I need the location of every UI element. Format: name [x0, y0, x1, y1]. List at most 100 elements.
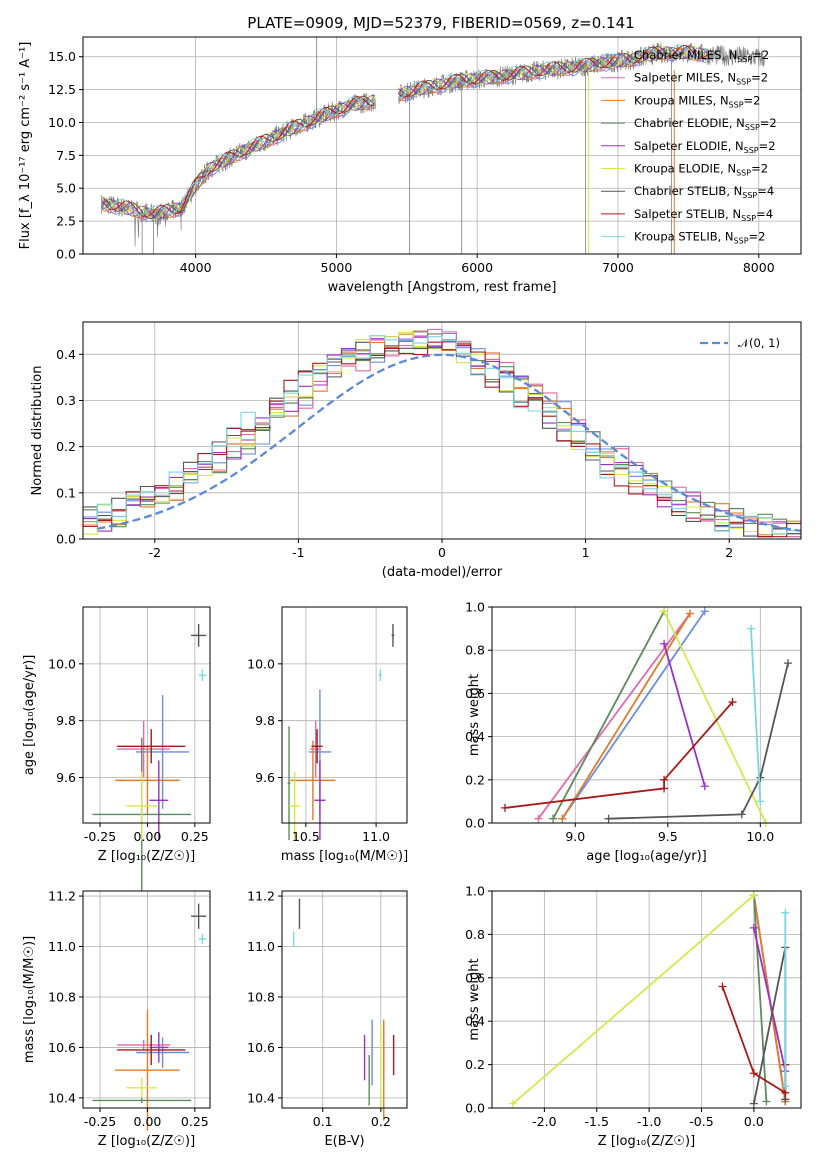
y-axis-label: mass [log₁₀(M/M☉)] — [22, 936, 37, 1063]
y-tick-label: 1.0 — [465, 600, 485, 615]
weight-series — [660, 607, 770, 827]
grid — [492, 890, 801, 1109]
grid — [83, 891, 210, 1108]
data-point — [136, 695, 190, 809]
weight-series — [558, 609, 694, 823]
weight-line — [504, 701, 734, 809]
axes-frame — [491, 606, 802, 824]
legend-entry: Chabrier MILES, NSSP=2 — [634, 48, 769, 64]
panel-4: 10.5 11.0 9.6 9.8 10.0 mass [log₁₀(M/M☉)] — [247, 606, 408, 864]
data-point — [311, 729, 323, 764]
x-axis-label: Z [log₁₀(Z/Z☉)] — [98, 1134, 195, 1149]
y-axis-label: mass weight — [467, 674, 482, 756]
x-axis-label: age [log₁₀(age/yr)] — [586, 849, 707, 864]
legend-entry: Kroupa STELIB, NSSP=2 — [634, 230, 765, 246]
y-tick-label: 2.5 — [56, 214, 76, 229]
weight-marker — [781, 908, 790, 917]
y-tick-label: 0.2 — [465, 772, 485, 787]
weight-marker — [660, 784, 669, 793]
weight-marker — [749, 1099, 758, 1108]
data-point — [287, 726, 291, 841]
x-tick-label: -0.5 — [689, 1114, 713, 1129]
x-tick-label: -1.5 — [585, 1114, 609, 1129]
model-spectrum — [102, 45, 708, 220]
y-tick-label: 11.0 — [48, 939, 76, 954]
legend: Chabrier MILES, NSSP=2 Salpeter MILES, NS… — [601, 48, 777, 246]
weight-series — [534, 609, 694, 823]
y-tick-label: 1.0 — [465, 884, 485, 899]
y-tick-label: 0.0 — [56, 532, 76, 547]
weight-marker — [747, 624, 756, 633]
data-point — [136, 1037, 190, 1068]
x-tick-label: 0.2 — [371, 1114, 391, 1129]
weight-series — [500, 698, 737, 812]
weight-line — [512, 894, 755, 1105]
weight-series — [781, 908, 790, 1091]
legend: 𝒩(0, 1) — [700, 336, 780, 350]
weight-series — [660, 639, 709, 791]
panel-3: -0.25 0.00 0.25 9.6 9.8 10.0 Z [log₁₀(Z/Z☉)] ag… — [22, 606, 211, 892]
data-point — [310, 720, 322, 778]
y-tick-label: 0.0 — [56, 247, 76, 262]
y-tick-label: 11.2 — [247, 889, 275, 904]
panel-1: Chabrier MILES, NSSP=2 Salpeter MILES, NS… — [18, 36, 802, 295]
axes-frame — [491, 890, 802, 1109]
weight-marker — [508, 1099, 517, 1108]
y-tick-label: 0.2 — [56, 439, 76, 454]
x-tick-label: 0.00 — [134, 829, 162, 844]
weight-marker — [718, 982, 727, 991]
data-point — [126, 1077, 157, 1098]
weight-series — [604, 659, 793, 823]
weight-marker — [660, 639, 669, 648]
x-tick-label: 7000 — [602, 260, 634, 275]
x-tick-label: 10.5 — [292, 829, 320, 844]
y-tick-label: 10.6 — [48, 1040, 76, 1055]
y-tick-label: 9.8 — [56, 713, 76, 728]
legend-entry: Chabrier STELIB, NSSP=4 — [634, 184, 774, 200]
y-tick-label: 0.6 — [465, 970, 485, 985]
data-point — [126, 771, 157, 841]
x-tick-label: -2 — [149, 545, 161, 560]
x-tick-label: 0.25 — [181, 829, 209, 844]
y-axis-label: Normed distribution — [30, 366, 45, 496]
panel-2: 𝒩(0, 1) -2 -1 0 1 2 0.0 0.1 0.2 0.3 0.4 (data-model… — [30, 321, 802, 580]
data-point — [191, 903, 207, 929]
y-tick-label: 0.4 — [56, 347, 76, 362]
data-point — [290, 740, 336, 821]
y-tick-label: 0.3 — [56, 393, 76, 408]
y-tick-label: 9.6 — [255, 770, 275, 785]
y-axis-label: Flux [f_λ 10⁻¹⁷ erg cm⁻² s⁻¹ A⁻¹] — [18, 42, 33, 250]
y-tick-label: 0.6 — [465, 686, 485, 701]
y-tick-label: 0.2 — [465, 1057, 485, 1072]
x-axis-label: (data-model)/error — [382, 565, 503, 580]
y-tick-label: 10.0 — [247, 656, 275, 671]
model-spectrum — [102, 46, 708, 220]
x-tick-label: 9.5 — [658, 829, 678, 844]
legend-entry: Salpeter STELIB, NSSP=4 — [634, 207, 773, 223]
x-tick-label: 5000 — [321, 260, 353, 275]
weight-marker — [737, 810, 746, 819]
axes-frame — [82, 890, 211, 1109]
x-tick-label: 10.0 — [746, 829, 774, 844]
weight-line — [663, 610, 767, 824]
y-tick-label: 12.5 — [48, 82, 76, 97]
axes-frame — [82, 36, 802, 255]
data-point — [149, 760, 169, 841]
data-point — [117, 729, 186, 764]
x-tick-label: 11.0 — [362, 829, 390, 844]
model-spectrum — [102, 44, 708, 218]
weight-marker — [534, 814, 543, 823]
data-point — [378, 669, 382, 681]
x-axis-label: Z [log₁₀(Z/Z☉)] — [598, 1134, 695, 1149]
axes-frame — [82, 606, 211, 824]
panel-8: -2.0 -1.5 -1.0 -0.5 0.0 0.0 0.2 0.4 0.6 0.8 1.0 Z [… — [465, 884, 802, 1149]
x-tick-label: 0.00 — [134, 1114, 162, 1129]
y-axis-label: age [log₁₀(age/yr)] — [22, 655, 37, 776]
weight-marker — [604, 814, 613, 823]
residual-histogram — [83, 335, 801, 535]
weight-series — [747, 624, 765, 806]
x-tick-label: 0 — [438, 545, 446, 560]
panel-6: -0.25 0.00 0.25 10.4 10.6 10.8 11.0 11.2 Z [log₁… — [22, 889, 211, 1149]
x-tick-label: -1 — [292, 545, 304, 560]
